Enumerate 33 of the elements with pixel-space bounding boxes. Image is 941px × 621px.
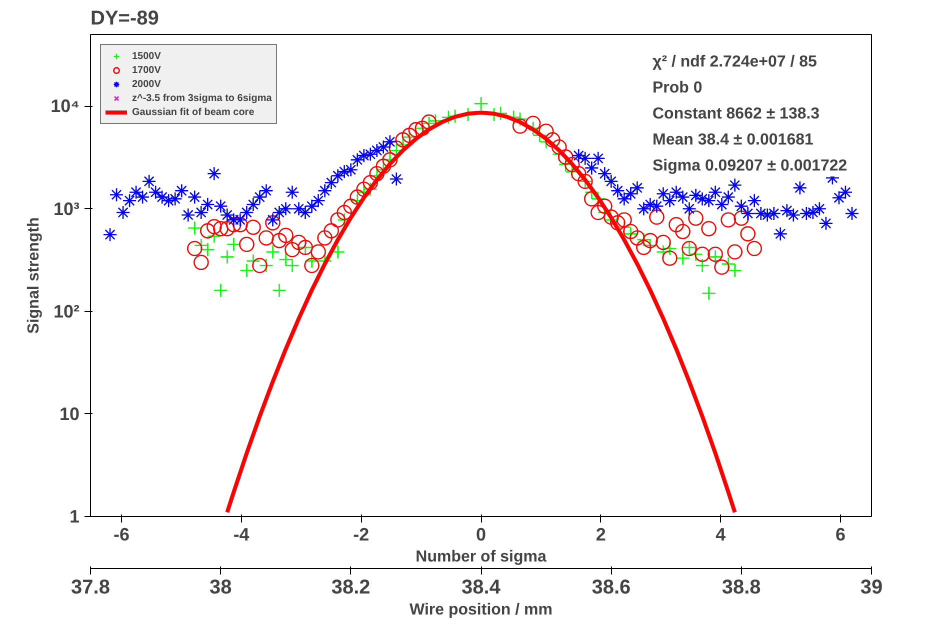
x2-tick-label: -2 [353,524,370,544]
x-tick-label: 38 [210,576,232,598]
y-axis-title: Signal strength [26,217,43,334]
x2-tick-label: 4 [716,524,726,544]
annotation: Mean 38.4 ± 0.001681 [652,132,814,148]
y-tick-label: 1 [69,506,80,526]
annotation: Constant 8662 ± 138.3 [652,106,820,122]
x2-tick-label: 2 [596,524,606,544]
x2-tick-label: 6 [836,524,846,544]
y-tick-label: 10³ [53,198,80,219]
legend-label: Gaussian fit of beam core [132,106,254,119]
legend-label: z^-3.5 from 3sigma to 6sigma [132,92,272,105]
legend-label: 2000V [132,78,161,91]
annotation: Prob 0 [652,80,702,96]
x-tick-label: 38.8 [722,576,761,598]
x-tick-label: 38.2 [331,576,370,598]
y-tick-label: 10 [59,404,80,424]
x-tick-label: 37.8 [71,576,110,598]
annotation: Sigma 0.09207 ± 0.001722 [652,158,848,174]
legend-label: 1700V [132,64,161,77]
x-tick-label: 39 [860,576,883,598]
x2-axis-title: Number of sigma [416,548,546,566]
x-tick-label: 38.4 [462,576,502,598]
x-axis-title: Wire position / mm [410,602,552,618]
x-tick-label: 38.6 [592,576,631,598]
legend-label: 1500V [132,50,161,63]
y-tick-label: 10² [53,301,80,322]
y-tick-label: 10⁴ [50,96,80,116]
annotation: χ² / ndf 2.724e+07 / 85 [652,54,818,70]
x2-tick-label: -4 [233,524,250,544]
x2-tick-label: 0 [476,524,486,544]
chart-title: DY=-89 [90,8,159,30]
x2-tick-label: -6 [113,524,130,544]
